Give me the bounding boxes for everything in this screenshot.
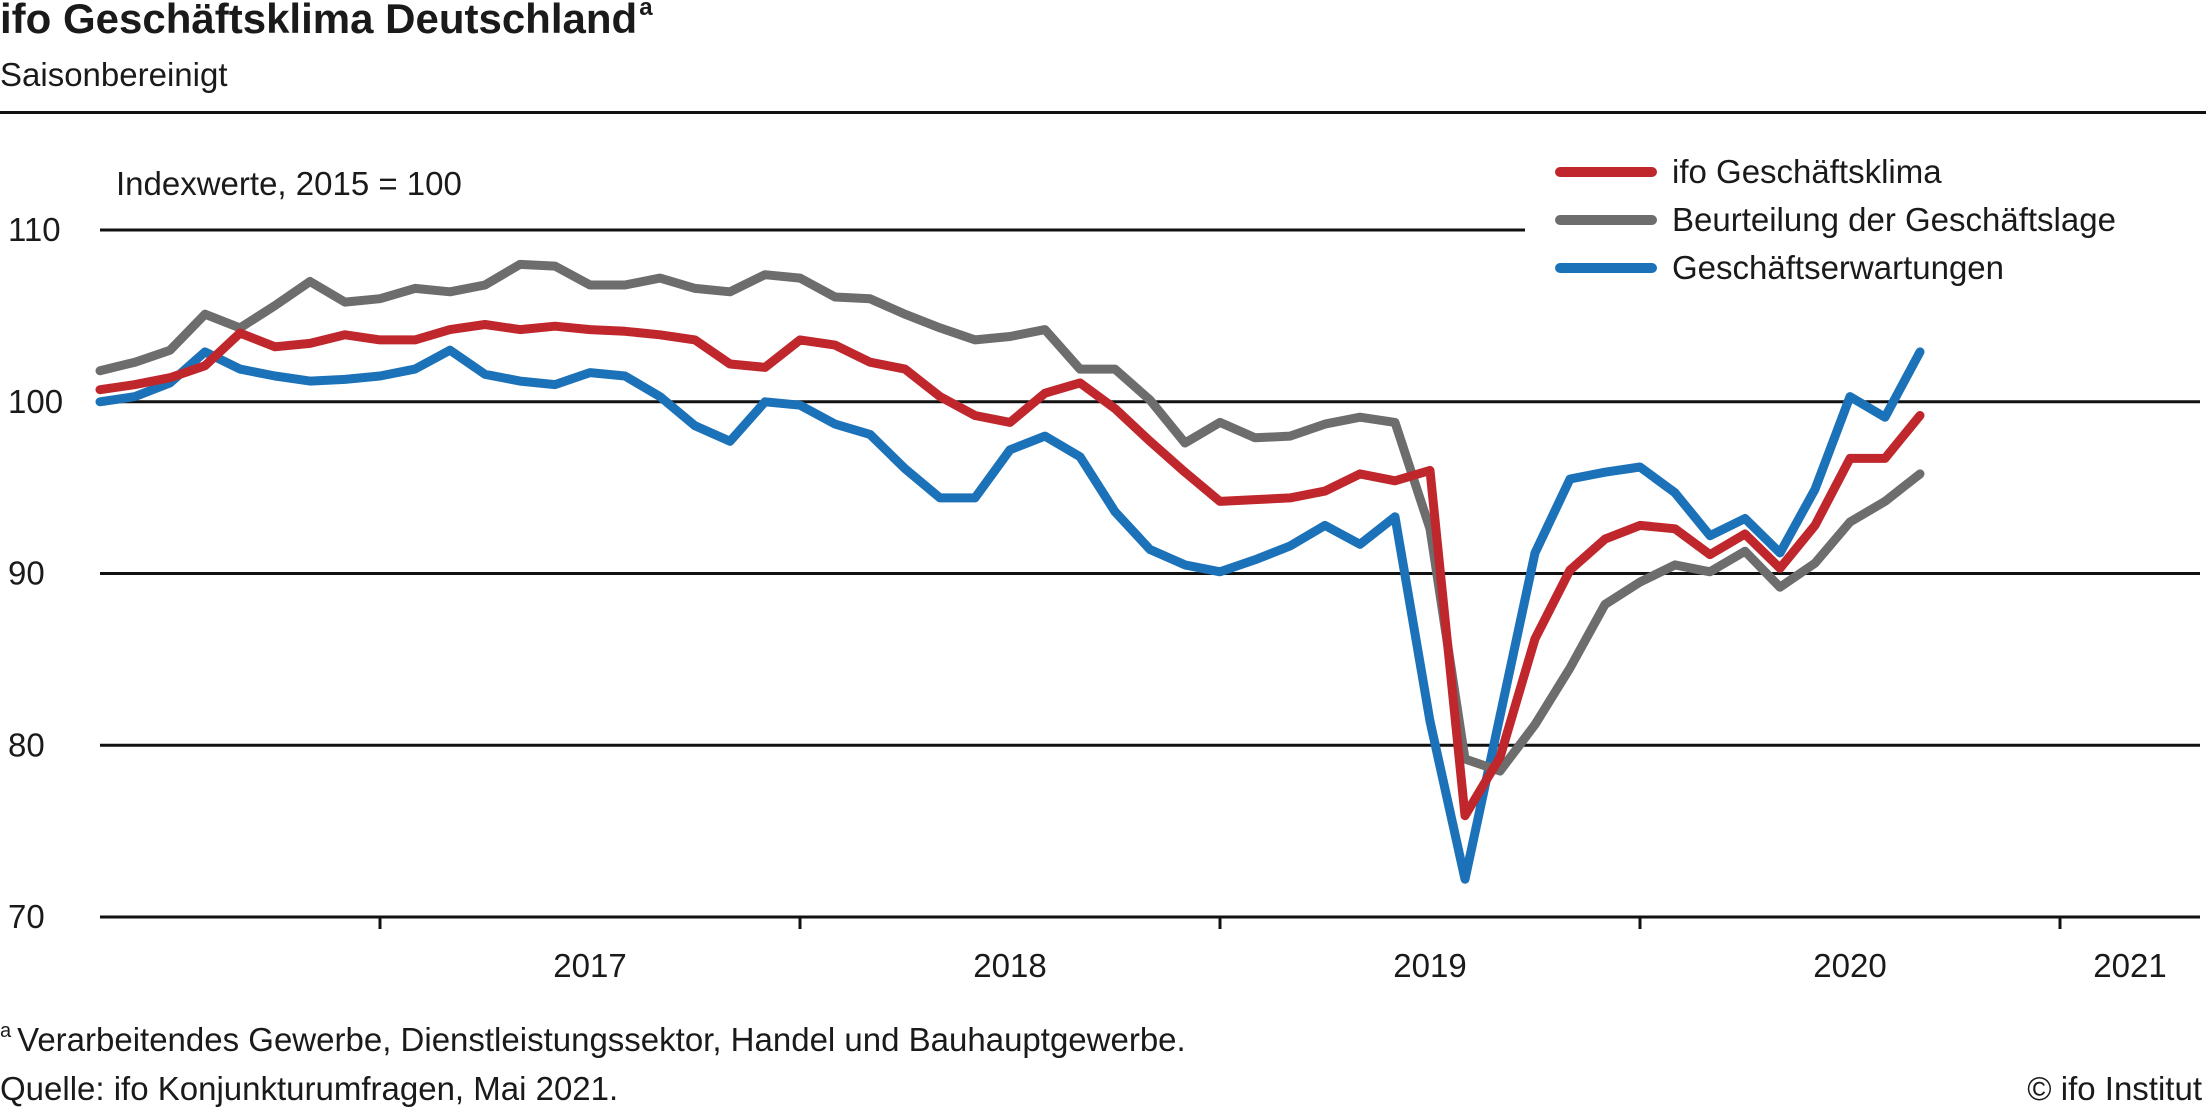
legend-label: ifo Geschäftsklima — [1672, 153, 1942, 190]
copyright-note: © ifo Institut — [2027, 1070, 2202, 1107]
y-tick-label: 110 — [8, 211, 61, 248]
chart-series-lines — [95, 259, 1925, 884]
legend-label: Beurteilung der Geschäftslage — [1672, 201, 2116, 238]
footnote-marker: a — [0, 1020, 12, 1042]
x-tick-label: 2017 — [553, 947, 626, 984]
y-tick-label: 70 — [8, 898, 45, 935]
x-tick-label: 2021 — [2093, 947, 2166, 984]
x-tick-label: 2019 — [1393, 947, 1466, 984]
x-axis: 2017 2018 2019 2020 2021 — [100, 915, 2200, 984]
header-divider — [0, 111, 2206, 114]
y-tick-label: 100 — [8, 383, 63, 420]
footnote-text: Verarbeitendes Gewerbe, Dienstleistungss… — [17, 1021, 1186, 1058]
legend-background — [1528, 140, 2204, 250]
y-axis-tick-labels: 70 80 90 100 110 — [8, 211, 63, 935]
chart-legend: ifo Geschäftsklima Beurteilung der Geschä… — [1555, 153, 2116, 286]
chart-subtitle: Saisonbereinigt — [0, 56, 228, 93]
footnote: a Verarbeitendes Gewerbe, Dienstleistungs… — [0, 1020, 1186, 1059]
x-tick-label: 2018 — [973, 947, 1046, 984]
legend-label: Geschäftserwartungen — [1672, 249, 2004, 286]
legend-box — [1528, 140, 2204, 250]
chart-title: ifo Geschäftsklima Deutschlanda — [0, 0, 653, 43]
y-tick-label: 80 — [8, 726, 45, 763]
line-chart: 70 80 90 100 110 2017 2018 2019 2020 2021 Indexw… — [8, 140, 2204, 984]
source-note: Quelle: ifo Konjunkturumfragen, Mai 2021… — [0, 1070, 619, 1107]
x-tick-label: 2020 — [1813, 947, 1886, 984]
chart-gridlines — [100, 228, 2200, 747]
title-footnote-marker: a — [639, 0, 653, 21]
series-line — [95, 320, 1925, 821]
y-axis-unit-label: Indexwerte, 2015 = 100 — [116, 165, 462, 202]
series-line — [95, 345, 1925, 884]
y-tick-label: 90 — [8, 555, 45, 592]
